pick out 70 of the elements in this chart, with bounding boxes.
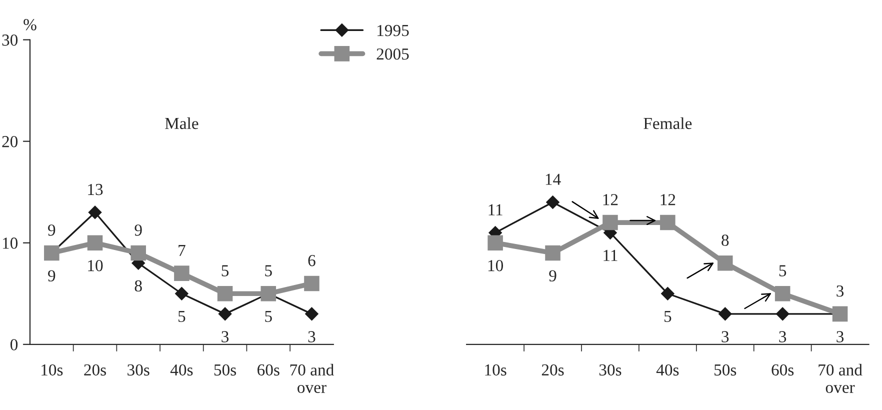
x-tick-label: 70 and over	[290, 364, 334, 393]
data-label: 13	[88, 184, 103, 196]
point	[217, 286, 233, 302]
data-label: 3	[836, 331, 844, 342]
point	[488, 235, 503, 250]
data-label: 9	[48, 224, 56, 236]
x-tick-label: 40s	[170, 364, 193, 376]
data-label: 5	[265, 310, 272, 322]
data-label: 9	[48, 270, 56, 282]
data-label: 5	[178, 310, 186, 322]
point	[602, 214, 618, 230]
data-label: 3	[722, 331, 729, 342]
data-label: 10	[488, 260, 504, 272]
data-label: 10	[88, 260, 103, 272]
point	[717, 256, 733, 271]
point	[218, 307, 232, 321]
data-label: 3	[222, 331, 229, 342]
point	[774, 286, 790, 302]
point	[660, 214, 676, 230]
y-axis-title: %	[24, 19, 36, 30]
point	[88, 206, 102, 219]
data-label: 3	[779, 331, 786, 342]
point	[175, 287, 188, 300]
data-label: 3	[836, 285, 844, 297]
x-tick-label: 10s	[42, 364, 63, 376]
point	[545, 245, 560, 261]
point	[661, 287, 674, 300]
data-label: 11	[488, 204, 502, 216]
x-tick-label: 10s	[485, 364, 506, 376]
data-label: 7	[178, 244, 186, 256]
data-label: 8	[134, 280, 142, 292]
x-tick-label: 30s	[128, 364, 150, 376]
y-tick-label: 10	[2, 238, 18, 249]
text: Male	[165, 117, 198, 130]
data-label: 11	[604, 250, 618, 261]
x-tick-label: 50s	[714, 364, 736, 376]
data-label: 9	[549, 270, 556, 282]
x-tick-label: 20s	[542, 364, 564, 376]
y-tick-label: 30	[2, 34, 18, 46]
x-tick-label: 30s	[599, 364, 622, 376]
data-label: 8	[722, 234, 729, 246]
data-label: 12	[603, 194, 618, 206]
data-label: 12	[660, 194, 676, 206]
x-tick-label: 60s	[258, 364, 280, 376]
data-label: 14	[546, 174, 561, 185]
point	[304, 276, 320, 292]
data-label: 5	[265, 265, 272, 276]
point	[718, 307, 732, 321]
y-tick-label: 20	[2, 136, 18, 148]
x-tick-label: 20s	[84, 364, 106, 376]
legend-label: 2005	[376, 48, 409, 60]
data-label: 9	[134, 224, 142, 236]
point	[130, 245, 146, 261]
point	[87, 235, 103, 250]
point	[546, 196, 560, 209]
data-label: 5	[664, 310, 672, 322]
data-label: 3	[308, 331, 316, 342]
x-tick-label: 40s	[656, 364, 679, 376]
y-tick-label: 0	[10, 339, 18, 350]
data-label: 6	[308, 255, 316, 266]
text: Female	[644, 117, 692, 130]
legend-label: 1995	[378, 24, 409, 36]
point	[174, 266, 190, 281]
data-label: 5	[222, 265, 229, 276]
point	[305, 307, 318, 321]
data-label: 5	[779, 265, 786, 276]
point	[776, 307, 790, 321]
x-tick-label: 60s	[772, 364, 794, 376]
x-tick-label: 70 and over	[818, 364, 862, 393]
x-tick-label: 50s	[214, 364, 236, 376]
